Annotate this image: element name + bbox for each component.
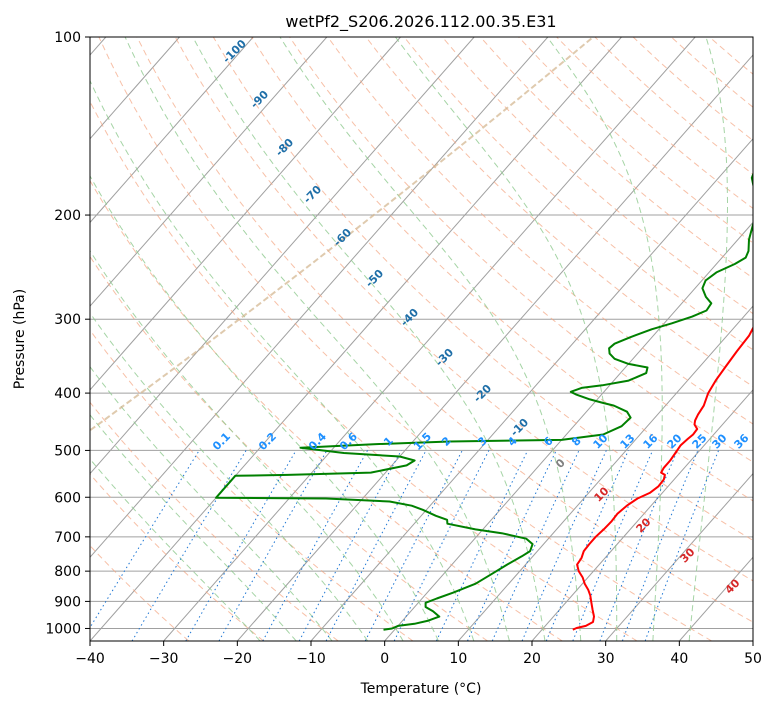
dry-adiabat-line bbox=[212, 37, 753, 542]
isotherm-line bbox=[90, 37, 549, 559]
isotherm-line bbox=[90, 37, 622, 641]
mixing-ratio-line bbox=[298, 450, 402, 641]
x-axis-title: Temperature (°C) bbox=[360, 681, 482, 697]
x-tick-label: 20 bbox=[523, 651, 541, 667]
y-tick-label: 700 bbox=[54, 530, 81, 546]
moist-adiabat-line bbox=[90, 458, 261, 641]
isotherm-line bbox=[384, 221, 753, 641]
y-tick-label: 800 bbox=[54, 564, 81, 580]
isotherm-line bbox=[90, 37, 401, 391]
isotherm-line bbox=[457, 305, 753, 641]
x-tick-label: 10 bbox=[449, 651, 467, 667]
dry-adiabat-line bbox=[90, 100, 638, 641]
dry-adiabat-line bbox=[365, 37, 753, 388]
dewpoint-profile-line bbox=[215, 171, 753, 631]
moist-adiabat-line bbox=[192, 37, 546, 641]
y-tick-label: 600 bbox=[54, 490, 81, 506]
temperature-profile-line bbox=[572, 326, 753, 631]
dry-adiabat-line bbox=[251, 37, 753, 502]
plot-frame bbox=[89, 36, 754, 642]
isotherm-line bbox=[236, 54, 753, 641]
moist-adiabat-line bbox=[546, 37, 663, 641]
moist-adiabat-line bbox=[90, 365, 333, 641]
chart-title: wetPf2_S206.2026.112.00.35.E31 bbox=[285, 12, 556, 32]
isotherm-line bbox=[90, 37, 475, 475]
x-tick-label: 30 bbox=[597, 651, 615, 667]
y-tick-label: 400 bbox=[54, 386, 81, 402]
mixing-ratio-line bbox=[435, 450, 529, 641]
dry-adiabat-line bbox=[90, 401, 339, 641]
dry-adiabat-line bbox=[174, 37, 753, 582]
x-tick-label: −10 bbox=[296, 651, 326, 667]
dry-adiabat-line bbox=[90, 255, 488, 641]
y-tick-label: 200 bbox=[54, 208, 81, 224]
y-tick-label: 500 bbox=[54, 443, 81, 459]
mixing-ratio-line bbox=[644, 450, 720, 641]
mixing-ratio-line bbox=[90, 450, 200, 629]
isotherm-line bbox=[90, 37, 180, 140]
isotherm-line bbox=[531, 389, 753, 641]
moist-adiabat-line bbox=[90, 414, 297, 641]
x-tick-label: −30 bbox=[149, 651, 179, 667]
x-tick-label: −20 bbox=[223, 651, 253, 667]
axis-ticks: −40 −30 −20 −10 0 10 20 30 40 50 100 200 300 400 500 60… bbox=[45, 30, 762, 667]
profile-lines bbox=[215, 171, 753, 631]
dry-adiabat-line bbox=[289, 37, 753, 463]
y-tick-label: 300 bbox=[54, 312, 81, 328]
isotherm-line bbox=[90, 37, 254, 224]
dry-adiabat-line bbox=[136, 37, 753, 623]
x-tick-label: 0 bbox=[380, 651, 389, 667]
mixing-ratio-line bbox=[621, 450, 699, 641]
moist-adiabat-line bbox=[279, 37, 582, 641]
mixing-ratio-line bbox=[599, 450, 678, 641]
isotherm-line bbox=[90, 37, 328, 307]
y-tick-label: 1000 bbox=[45, 621, 81, 637]
dry-adiabat-line bbox=[327, 37, 753, 425]
mixing-ratio-line bbox=[262, 450, 368, 641]
dry-adiabat-line bbox=[90, 179, 563, 641]
moist-adiabat-line bbox=[90, 250, 404, 641]
x-tick-label: −40 bbox=[75, 651, 105, 667]
isotherm-line bbox=[605, 472, 753, 641]
dry-adiabat-line bbox=[90, 544, 190, 641]
moist-adiabat-line bbox=[124, 37, 510, 641]
mixing-ratio-line bbox=[393, 450, 490, 641]
y-tick-label: 900 bbox=[54, 594, 81, 610]
mixing-ratio-line bbox=[467, 450, 557, 641]
moist-adiabat-line bbox=[688, 37, 728, 641]
moist-adiabat-line bbox=[90, 79, 475, 641]
moist-adiabat-line bbox=[90, 312, 369, 641]
dry-adiabat-line bbox=[98, 37, 712, 641]
y-axis-title: Pressure (hPa) bbox=[12, 289, 28, 389]
isotherm-line bbox=[163, 37, 696, 641]
y-tick-label: 100 bbox=[54, 30, 81, 46]
x-tick-label: 50 bbox=[744, 651, 762, 667]
dry-adiabat-line bbox=[90, 473, 264, 641]
x-tick-label: 40 bbox=[670, 651, 688, 667]
